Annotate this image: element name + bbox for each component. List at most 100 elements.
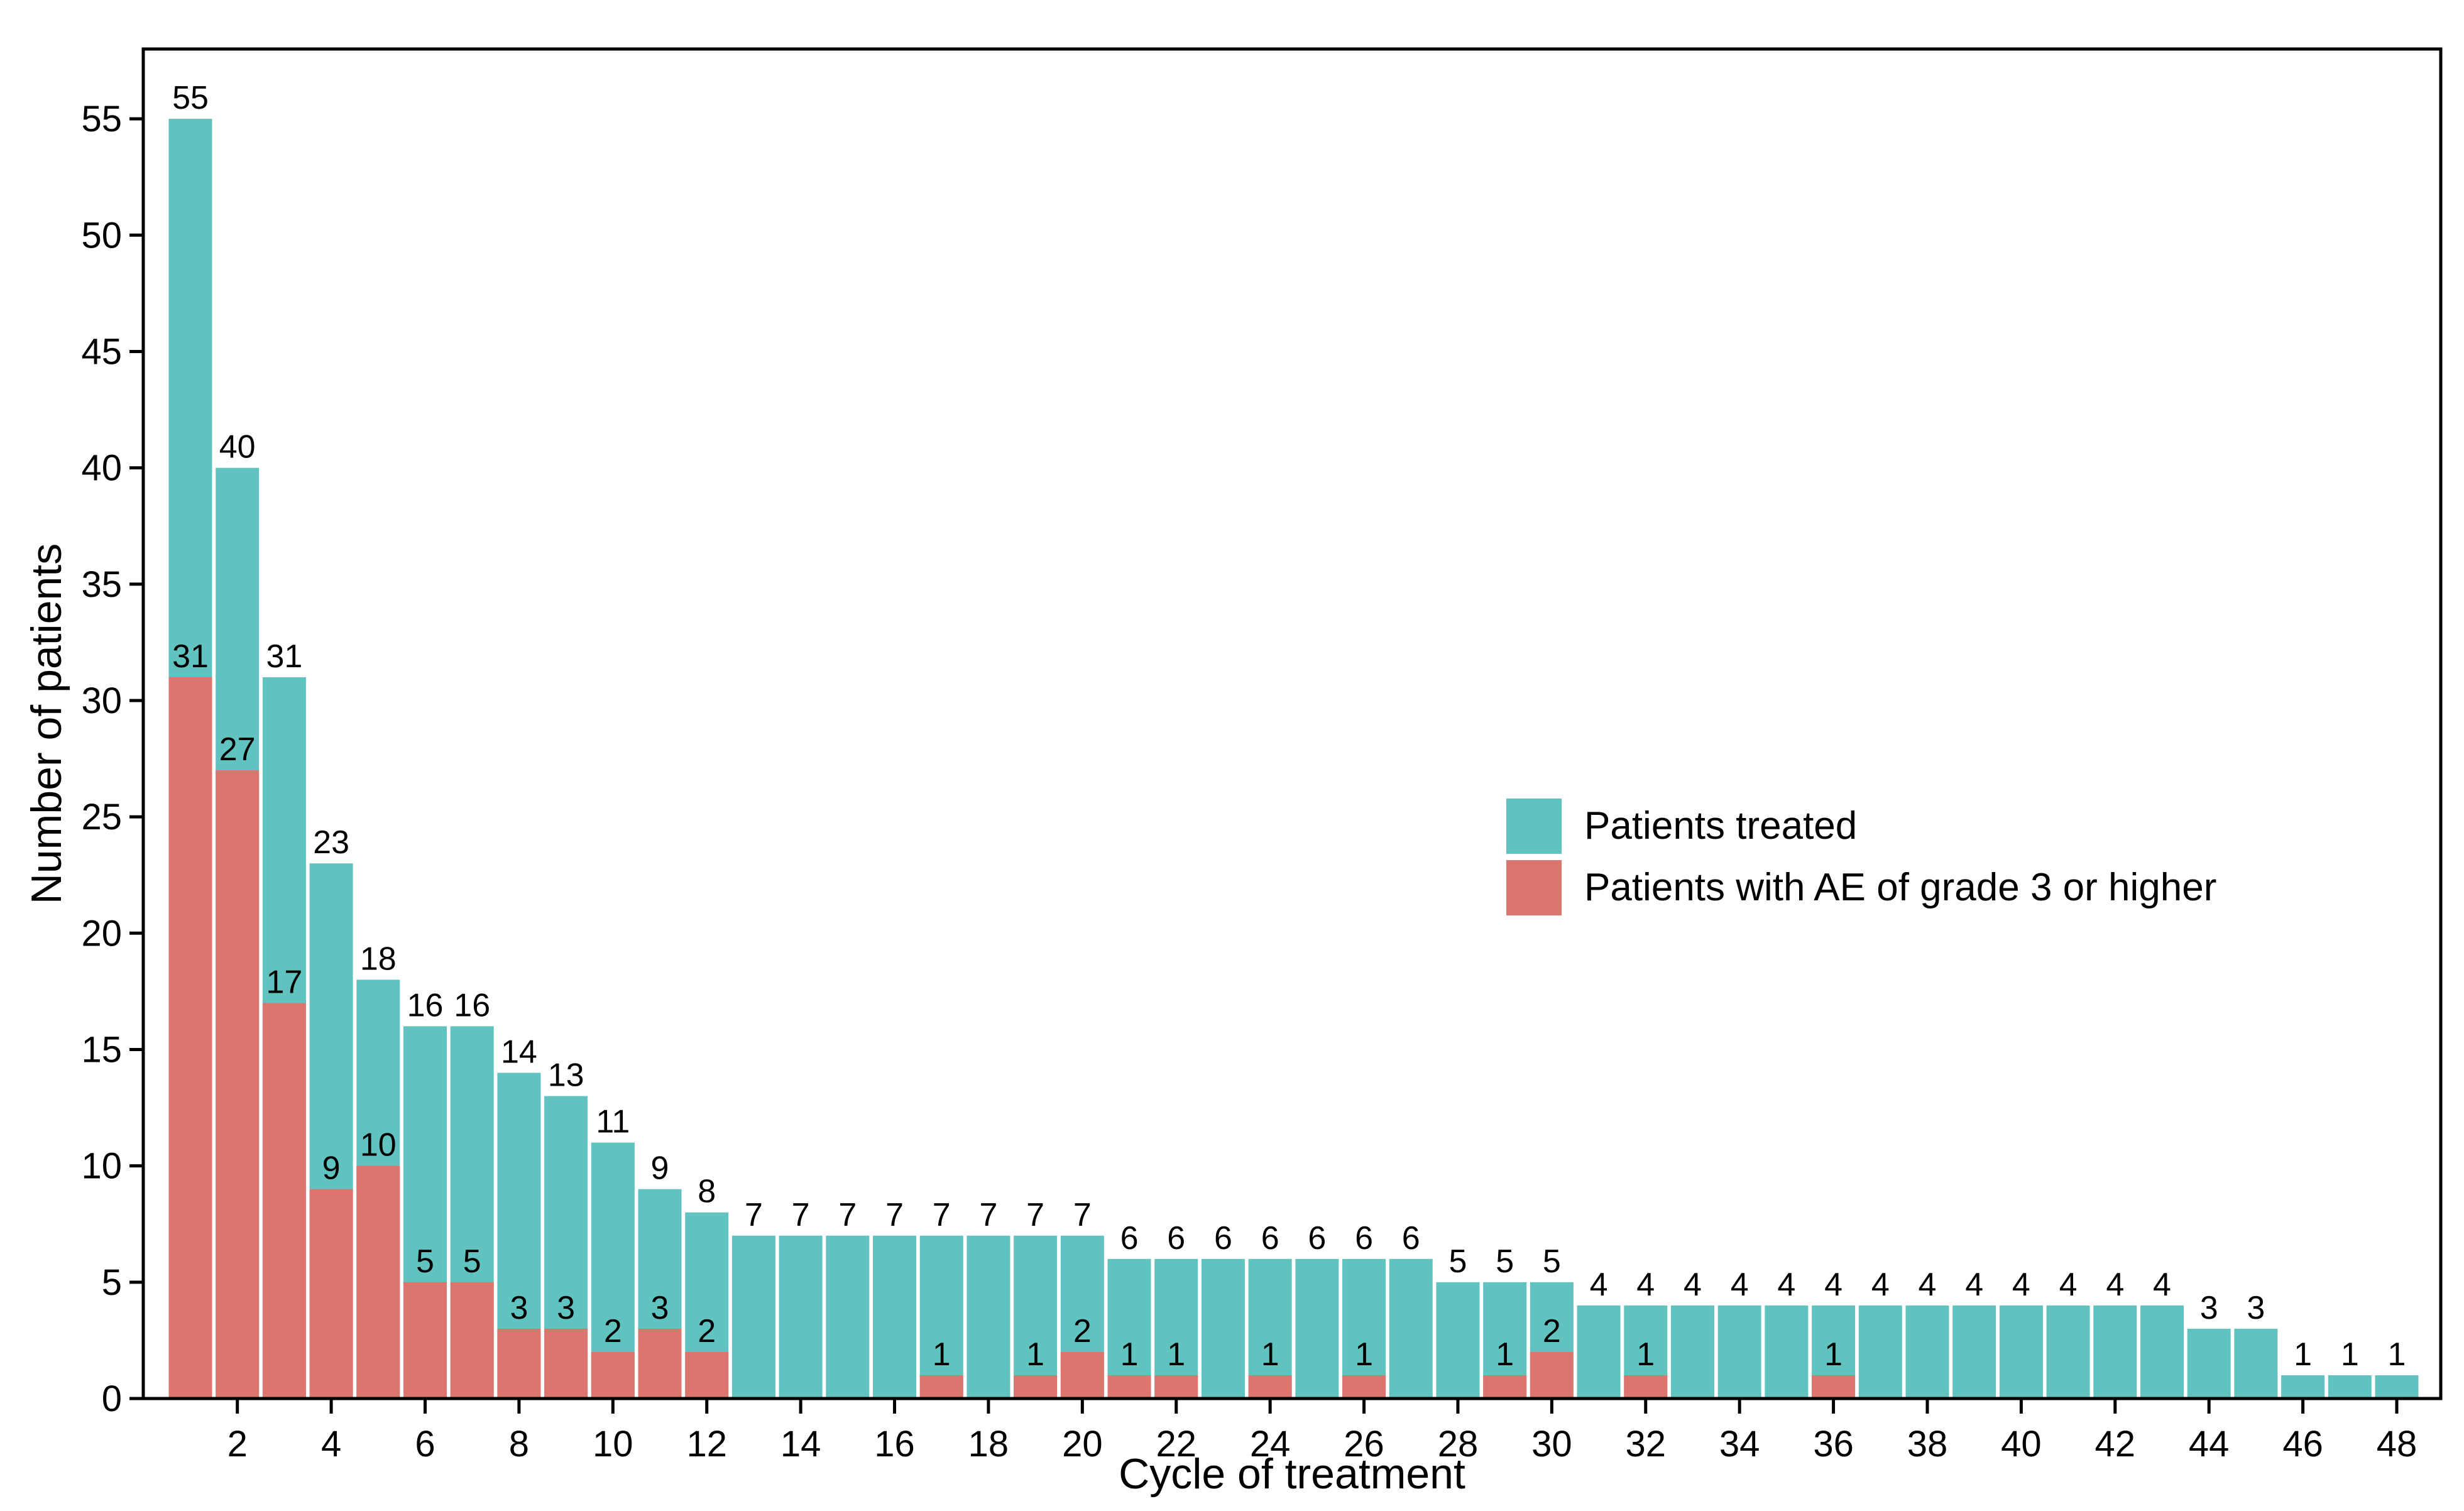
bar-ae-cycle-5 (356, 1165, 400, 1399)
bar-label-treated-cycle-1: 55 (172, 80, 209, 116)
bar-label-treated-cycle-18: 7 (979, 1197, 997, 1233)
bar-label-treated-cycle-9: 13 (548, 1057, 584, 1094)
bar-treated-cycle-28 (1436, 1282, 1480, 1399)
bar-ae-cycle-17 (919, 1375, 963, 1399)
x-tick-label: 46 (2282, 1424, 2323, 1465)
bar-label-treated-cycle-8: 14 (501, 1034, 537, 1071)
bar-ae-cycle-22 (1154, 1375, 1198, 1399)
bar-label-ae-cycle-30: 2 (1543, 1313, 1561, 1350)
bar-label-ae-cycle-6: 5 (416, 1243, 434, 1280)
bar-label-treated-cycle-10: 11 (596, 1104, 630, 1140)
x-tick-label: 28 (1438, 1424, 1479, 1465)
bar-label-treated-cycle-41: 4 (2059, 1267, 2078, 1303)
bar-treated-cycle-37 (1858, 1305, 1902, 1399)
bar-treated-cycle-15 (826, 1235, 870, 1399)
y-tick-label: 30 (81, 680, 122, 721)
bar-label-treated-cycle-45: 3 (2247, 1290, 2265, 1326)
bar-label-treated-cycle-3: 31 (266, 638, 302, 675)
y-tick-label: 45 (81, 331, 122, 372)
bar-label-treated-cycle-4: 23 (313, 824, 349, 861)
bar-label-treated-cycle-26: 6 (1355, 1220, 1373, 1257)
x-tick-label: 24 (1250, 1424, 1291, 1465)
bar-label-treated-cycle-37: 4 (1871, 1267, 1890, 1303)
bar-treated-cycle-14 (779, 1235, 823, 1399)
bar-label-treated-cycle-48: 1 (2388, 1336, 2406, 1373)
bar-label-treated-cycle-11: 9 (651, 1150, 669, 1187)
bar-label-ae-cycle-3: 17 (266, 964, 302, 1000)
x-tick-label: 8 (509, 1424, 529, 1465)
bar-ae-cycle-10 (591, 1351, 635, 1399)
bar-ae-cycle-30 (1530, 1351, 1574, 1399)
bar-label-treated-cycle-30: 5 (1543, 1243, 1561, 1280)
bar-label-treated-cycle-15: 7 (838, 1197, 857, 1233)
bar-label-ae-cycle-17: 1 (933, 1336, 951, 1373)
bar-ae-cycle-19 (1014, 1375, 1058, 1399)
bar-label-treated-cycle-31: 4 (1590, 1267, 1608, 1303)
bar-label-treated-cycle-27: 6 (1402, 1220, 1420, 1257)
bar-ae-cycle-20 (1060, 1351, 1104, 1399)
bar-ae-cycle-11 (638, 1328, 682, 1399)
bar-label-ae-cycle-7: 5 (463, 1243, 481, 1280)
bar-label-treated-cycle-21: 6 (1120, 1220, 1139, 1257)
bar-treated-cycle-33 (1670, 1305, 1714, 1399)
bar-label-treated-cycle-25: 6 (1308, 1220, 1326, 1257)
bar-label-treated-cycle-19: 7 (1026, 1197, 1044, 1233)
legend-item-ae: Patients with AE of grade 3 or higher (1506, 860, 2216, 915)
bar-ae-cycle-3 (262, 1003, 306, 1399)
bar-ae-cycle-8 (497, 1328, 541, 1399)
bar-ae-cycle-7 (450, 1282, 494, 1399)
bar-treated-cycle-46 (2281, 1375, 2325, 1399)
bar-ae-cycle-26 (1342, 1375, 1386, 1399)
legend: Patients treated Patients with AE of gra… (1506, 799, 2216, 922)
bar-treated-cycle-27 (1389, 1258, 1433, 1399)
x-tick-label: 40 (2001, 1424, 2042, 1465)
bar-ae-cycle-4 (309, 1189, 353, 1399)
bar-label-ae-cycle-2: 27 (219, 731, 256, 768)
bar-treated-cycle-39 (1952, 1305, 1996, 1399)
y-axis-title: Number of patients (23, 543, 70, 905)
x-axis-title: Cycle of treatment (1119, 1450, 1465, 1498)
x-tick-label: 18 (968, 1424, 1009, 1465)
x-tick-label: 20 (1062, 1424, 1103, 1465)
bar-label-treated-cycle-39: 4 (1965, 1267, 1983, 1303)
bar-label-treated-cycle-47: 1 (2341, 1336, 2359, 1373)
y-tick-label: 10 (81, 1146, 122, 1187)
bar-treated-cycle-23 (1201, 1258, 1245, 1399)
bar-label-treated-cycle-14: 7 (792, 1197, 810, 1233)
bar-ae-cycle-1 (168, 677, 212, 1399)
x-tick-label: 30 (1531, 1424, 1572, 1465)
bar-treated-cycle-44 (2187, 1328, 2231, 1399)
bar-ae-cycle-36 (1812, 1375, 1856, 1399)
bar-label-ae-cycle-29: 1 (1496, 1336, 1514, 1373)
bar-treated-cycle-19 (1014, 1235, 1058, 1399)
bar-label-treated-cycle-44: 3 (2200, 1290, 2218, 1326)
bar-ae-cycle-2 (216, 770, 260, 1399)
bar-label-treated-cycle-29: 5 (1496, 1243, 1514, 1280)
x-tick-label: 32 (1626, 1424, 1667, 1465)
x-tick-label: 36 (1813, 1424, 1854, 1465)
panel-border (141, 47, 2443, 1400)
y-tick-label: 0 (102, 1378, 122, 1419)
bar-label-treated-cycle-17: 7 (933, 1197, 951, 1233)
bar-label-ae-cycle-32: 1 (1636, 1336, 1655, 1373)
bar-label-treated-cycle-20: 7 (1073, 1197, 1092, 1233)
bar-label-treated-cycle-40: 4 (2012, 1267, 2030, 1303)
bar-treated-cycle-18 (966, 1235, 1010, 1399)
bar-ae-cycle-6 (403, 1282, 447, 1399)
legend-swatch-treated-icon (1506, 799, 1562, 854)
bar-treated-cycle-45 (2234, 1328, 2278, 1399)
bar-label-treated-cycle-38: 4 (1919, 1267, 1937, 1303)
bar-label-treated-cycle-35: 4 (1777, 1267, 1795, 1303)
bar-label-treated-cycle-33: 4 (1684, 1267, 1702, 1303)
bar-ae-cycle-24 (1248, 1375, 1292, 1399)
bar-label-ae-cycle-4: 9 (322, 1150, 341, 1187)
bar-label-treated-cycle-22: 6 (1167, 1220, 1185, 1257)
bar-label-treated-cycle-36: 4 (1824, 1267, 1843, 1303)
bar-label-ae-cycle-22: 1 (1167, 1336, 1185, 1373)
bar-label-ae-cycle-11: 3 (651, 1290, 669, 1326)
bar-treated-cycle-16 (873, 1235, 917, 1399)
x-tick-label: 2 (227, 1424, 248, 1465)
x-tick-label: 4 (321, 1424, 341, 1465)
bar-label-treated-cycle-42: 4 (2106, 1267, 2124, 1303)
bar-label-treated-cycle-23: 6 (1214, 1220, 1232, 1257)
